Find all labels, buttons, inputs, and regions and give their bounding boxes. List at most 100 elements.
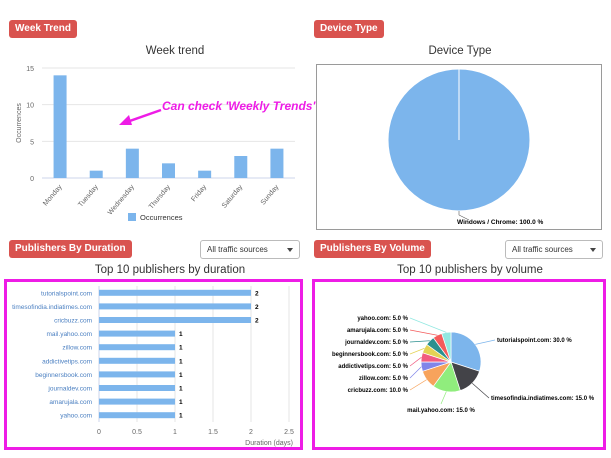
data-label: 1 [179, 399, 183, 406]
x-tick-label: Friday [190, 183, 208, 203]
y-tick-label: journaldev.com [47, 386, 92, 393]
bar-yahoo-com [99, 412, 175, 419]
label-connector [409, 329, 438, 336]
y-tick-label: yahoo.com [60, 413, 92, 420]
pie-label: timesofindia.indiatimes.com: 15.0 % [491, 396, 595, 402]
volume-traffic-source-select[interactable]: All traffic sources [505, 240, 603, 259]
y-tick-label: zillow.com [62, 345, 92, 352]
duration-chart-title: Top 10 publishers by duration [94, 264, 246, 276]
bar-mail-yahoo-com [99, 330, 175, 337]
pie-label: beginnersbook.com: 5.0 % [332, 352, 409, 358]
x-tick-label: 1.5 [208, 429, 218, 436]
bar-cricbuzz-com [99, 317, 251, 323]
bar-zillow-com [99, 344, 175, 351]
x-tick-label: 2 [249, 429, 253, 436]
label-connector [458, 211, 470, 221]
bar-monday [53, 75, 67, 178]
x-tick-label: Thursday [148, 183, 172, 210]
x-tick-label: Monday [42, 183, 64, 207]
device-type-chart-title: Device Type [428, 45, 492, 57]
pie-label: tutorialspoint.com: 30.0 % [497, 338, 572, 344]
bar-sunday [270, 148, 284, 178]
y-tick-label: tutorialspoint.com [41, 290, 92, 297]
data-label: 1 [179, 345, 183, 352]
pie-label: cricbuzz.com: 10.0 % [348, 388, 409, 394]
bar-wednesday [125, 148, 139, 178]
pie-label: yahoo.com: 5.0 % [357, 316, 408, 322]
device-type-chart: Windows / Chrome: 100.0 % [387, 68, 543, 226]
y-tick-label: amarujala.com [49, 399, 92, 406]
data-label: 1 [179, 413, 183, 420]
bar-journaldev-com [99, 385, 175, 391]
x-tick-label: 0.5 [132, 429, 142, 436]
data-label: 1 [179, 386, 183, 393]
publishers-by-volume-header: Publishers By Volume [314, 240, 431, 258]
legend-label: Occurrences [140, 213, 183, 222]
pie-slice [450, 331, 482, 372]
label-connector [409, 348, 425, 355]
label-connector [471, 382, 490, 399]
pie-label: addictivetips.com: 5.0 % [338, 364, 408, 370]
y-axis-title: Occurrences [16, 103, 23, 143]
pie-label: amarujala.com: 5.0 % [347, 328, 409, 334]
pie-label: zillow.com: 5.0 % [359, 376, 409, 382]
publishers-by-duration-header: Publishers By Duration [9, 240, 132, 258]
pie-label: Windows / Chrome: 100.0 % [457, 219, 543, 226]
y-tick-label: 0 [30, 176, 34, 183]
annotation-arrow [119, 108, 162, 125]
x-axis-title: Duration (days) [245, 440, 293, 447]
data-label: 1 [179, 372, 183, 379]
volume-traffic-source-value: All traffic sources [512, 245, 573, 254]
bar-addictivetips-com [99, 357, 175, 364]
y-tick-label: 15 [26, 66, 34, 73]
volume-chart-title: Top 10 publishers by volume [397, 264, 543, 276]
week-trend-chart-title: Week trend [145, 45, 205, 57]
bar-amarujala-com [99, 398, 175, 405]
chevron-down-icon [287, 248, 293, 252]
y-tick-label: beginnersbook.com [35, 372, 92, 379]
week-trend-header: Week Trend [9, 20, 77, 38]
week-trend-chart: 0 5 10 15 Occurrences Monday Tuesday Wednesday T… [16, 66, 295, 222]
data-label: 2 [255, 318, 259, 325]
y-tick-label: 5 [30, 139, 34, 146]
annotation-text: Can check 'Weekly Trends' [162, 99, 316, 113]
label-connector [409, 379, 427, 391]
label-connector [409, 357, 422, 367]
label-connector [409, 317, 447, 333]
label-connector [409, 340, 430, 343]
data-label: 2 [255, 290, 259, 297]
pie-label: mail.yahoo.com: 15.0 % [407, 408, 475, 414]
volume-chart-highlight [312, 279, 606, 450]
bar-saturday [234, 156, 248, 178]
legend-swatch [128, 213, 136, 221]
duration-traffic-source-select[interactable]: All traffic sources [200, 240, 300, 259]
x-tick-label: Sunday [260, 183, 281, 206]
label-connector [475, 339, 496, 345]
y-tick-label: 10 [26, 103, 34, 110]
label-connector [440, 391, 447, 405]
bar-beginnersbook-com [99, 371, 175, 378]
device-type-header: Device Type [314, 20, 384, 38]
pie-label: journaldev.com: 5.0 % [344, 340, 409, 346]
y-tick-label: timesofindia.indiatimes.com [12, 304, 92, 311]
device-type-chart-frame [316, 64, 602, 230]
bar-thursday [162, 163, 175, 178]
x-tick-label: Tuesday [77, 183, 100, 208]
duration-traffic-source-value: All traffic sources [207, 245, 268, 254]
duration-chart: 0 0.5 1 1.5 2 2.5 tutorialspoint.com 2 timesofin… [12, 286, 294, 447]
data-label: 2 [255, 304, 259, 311]
y-tick-label: addictivetips.com [42, 358, 92, 365]
bar-tutorialspoint-com [99, 289, 251, 296]
data-label: 1 [179, 358, 183, 365]
x-tick-label: Wednesday [107, 183, 136, 216]
volume-chart: tutorialspoint.com: 30.0 % timesofindia.i… [332, 316, 595, 414]
x-tick-label: 0 [97, 429, 101, 436]
x-tick-label: Saturday [221, 183, 245, 209]
label-connector [409, 366, 422, 379]
x-tick-label: 2.5 [284, 429, 294, 436]
y-tick-label: mail.yahoo.com [46, 331, 92, 338]
bar-tuesday [89, 170, 103, 178]
chevron-down-icon [590, 248, 596, 252]
y-tick-label: cricbuzz.com [54, 318, 92, 325]
x-tick-label: 1 [173, 429, 177, 436]
